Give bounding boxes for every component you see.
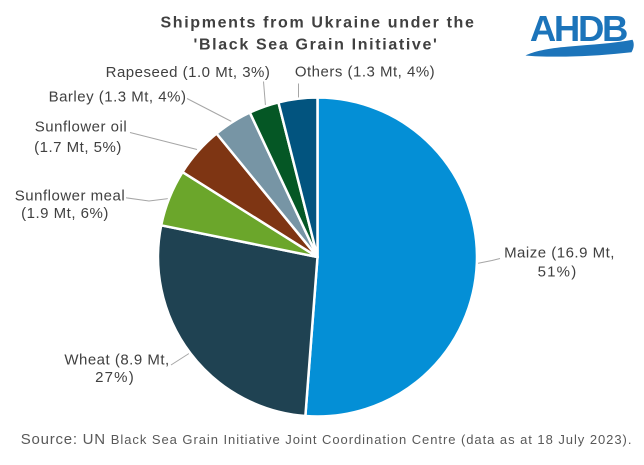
svg-text:51%): 51%) (538, 264, 578, 281)
svg-text:27%): 27%) (95, 369, 135, 386)
svg-text:Sunflower meal: Sunflower meal (15, 188, 125, 205)
svg-text:AHDB: AHDB (530, 8, 627, 49)
svg-text:Rapeseed (1.0 Mt, 3%): Rapeseed (1.0 Mt, 3%) (106, 64, 271, 81)
svg-text:(1.7 Mt, 5%): (1.7 Mt, 5%) (34, 139, 122, 156)
svg-text:'Black Sea Grain Initiative': 'Black Sea Grain Initiative' (193, 37, 438, 54)
svg-text:Source: UN Black Sea Grain Ini: Source: UN Black Sea Grain Initiative Jo… (21, 431, 633, 448)
svg-text:Barley (1.3 Mt, 4%): Barley (1.3 Mt, 4%) (49, 89, 187, 106)
svg-text:Wheat (8.9 Mt,: Wheat (8.9 Mt, (64, 352, 169, 369)
svg-text:Maize (16.9 Mt,: Maize (16.9 Mt, (504, 245, 615, 262)
svg-text:Shipments from Ukraine under t: Shipments from Ukraine under the (160, 15, 475, 32)
svg-text:Sunflower oil: Sunflower oil (35, 119, 127, 136)
svg-text:Others (1.3 Mt, 4%): Others (1.3 Mt, 4%) (295, 64, 435, 81)
svg-text:(1.9 Mt, 6%): (1.9 Mt, 6%) (21, 205, 109, 222)
